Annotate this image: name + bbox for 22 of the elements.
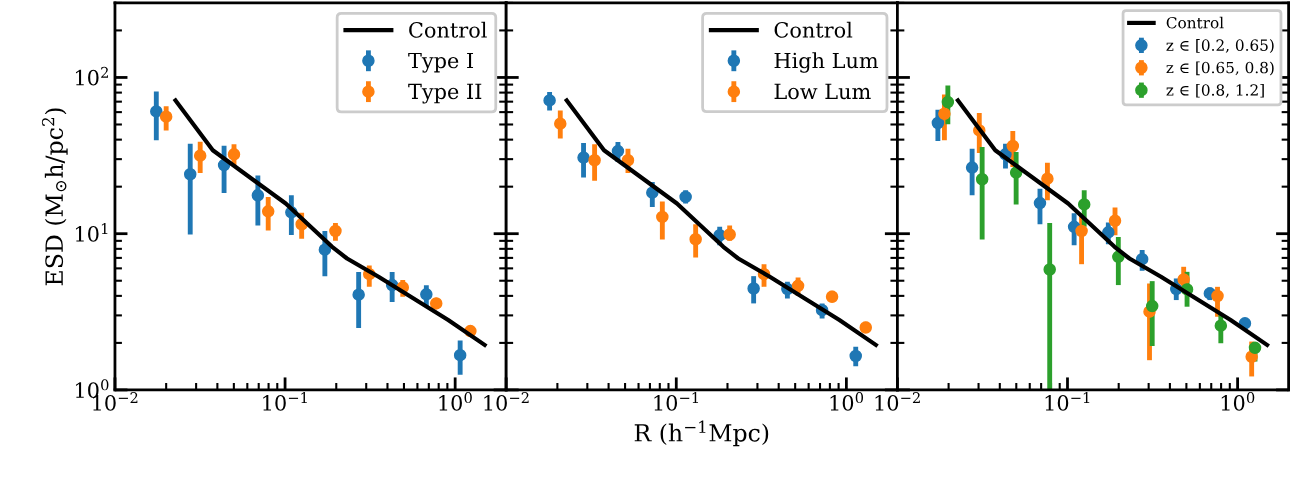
x-tick-label: 10$^{−1}$ [654, 392, 699, 411]
x-tick-label: 10$^{0}$ [830, 392, 864, 411]
x-tick-label: 10$^{−2}$ [875, 392, 920, 411]
legend-label: Type I [408, 52, 474, 73]
x-tick-label: 10$^{−1}$ [263, 392, 307, 411]
legend-label: Type II [408, 83, 482, 104]
legend-label: High Lum [774, 52, 879, 73]
y-tick-label: 10$^{1}$ [75, 223, 108, 242]
legend-label: Control [1166, 16, 1224, 29]
legend-label: z ∈ [0.8, 1.2] [1166, 83, 1264, 98]
legend-label: Control [409, 21, 487, 38]
legend-label: z ∈ [0.2, 0.65) [1166, 39, 1274, 54]
y-tick-label: 10$^{2}$ [75, 66, 108, 86]
y-axis-title: ESD (M$_{⊙}$h/pc$^{2}$) [41, 108, 68, 286]
x-tick-label: 10$^{−2}$ [484, 392, 529, 411]
legend-label: Low Lum [774, 83, 871, 100]
x-tick-label: 10$^{−1}$ [1045, 392, 1090, 411]
legend-label: Control [774, 21, 853, 38]
x-axis-title: R (h$^{−1}$Mpc) [634, 420, 769, 447]
legend-label: z ∈ [0.65, 0.8) [1166, 61, 1274, 76]
x-tick-label: 10$^{0}$ [439, 392, 472, 411]
x-tick-label: 10$^{0}$ [1221, 392, 1255, 411]
